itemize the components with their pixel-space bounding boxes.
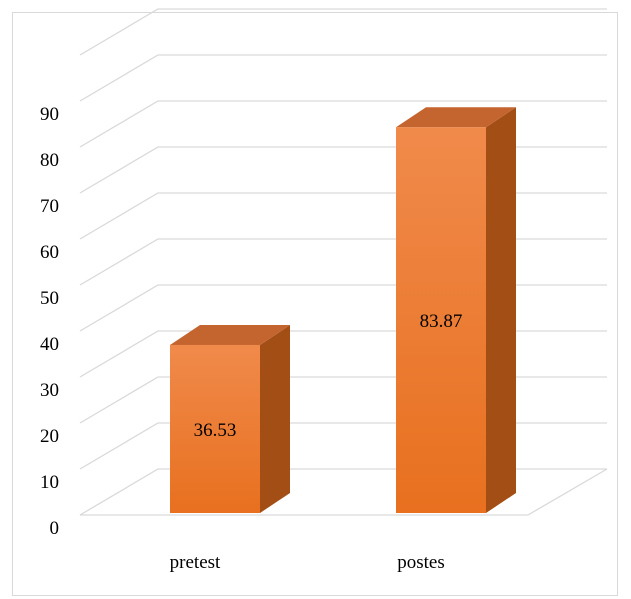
gridline bbox=[79, 330, 607, 378]
gridline bbox=[79, 100, 607, 148]
y-tick-label: 50 bbox=[40, 288, 59, 309]
gridline bbox=[79, 422, 607, 470]
y-axis-ticks: 0 10 20 30 40 50 60 70 80 90 bbox=[40, 104, 59, 539]
gridline bbox=[79, 8, 607, 56]
gridline bbox=[79, 284, 607, 332]
bars: 36.53 83.87 bbox=[170, 107, 516, 513]
bar-pretest: 36.53 bbox=[170, 324, 290, 513]
floor-edge bbox=[527, 468, 608, 516]
gridline bbox=[79, 468, 607, 516]
y-tick-label: 30 bbox=[40, 380, 59, 401]
bar-side bbox=[486, 107, 516, 513]
category-label: postes bbox=[397, 552, 445, 573]
gridline bbox=[79, 192, 607, 240]
bar-front bbox=[396, 127, 486, 513]
chart-frame bbox=[12, 12, 618, 596]
y-tick-label: 80 bbox=[40, 150, 59, 171]
gridline bbox=[79, 54, 607, 102]
y-tick-label: 10 bbox=[40, 472, 59, 493]
bar-side bbox=[260, 324, 290, 513]
gridline bbox=[79, 238, 607, 286]
y-tick-label: 90 bbox=[40, 104, 59, 125]
gridlines bbox=[79, 8, 608, 516]
gridline bbox=[79, 376, 607, 424]
gridline bbox=[79, 146, 607, 194]
y-tick-label: 0 bbox=[50, 518, 60, 539]
bar-top bbox=[170, 324, 290, 345]
data-label: 36.53 bbox=[194, 420, 237, 441]
y-tick-label: 70 bbox=[40, 196, 59, 217]
bar-top bbox=[396, 107, 516, 128]
y-tick-label: 40 bbox=[40, 334, 59, 355]
data-label: 83.87 bbox=[420, 311, 463, 332]
y-tick-label: 60 bbox=[40, 242, 59, 263]
bar-postes: 83.87 bbox=[396, 107, 516, 513]
y-tick-label: 20 bbox=[40, 426, 59, 447]
bar-front bbox=[170, 344, 260, 513]
category-label: pretest bbox=[170, 552, 221, 573]
x-axis-categories: pretest postes bbox=[170, 552, 445, 573]
